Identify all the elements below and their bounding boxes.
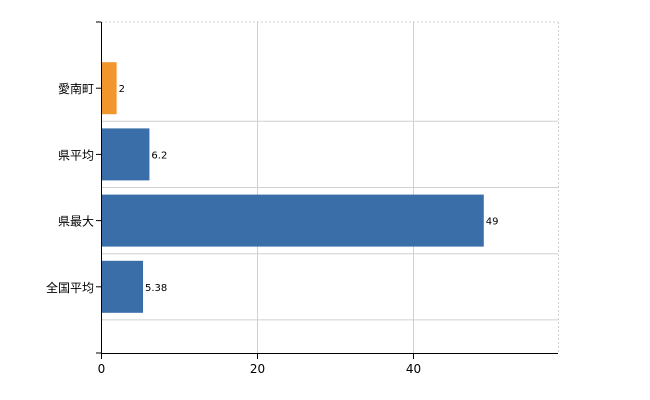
x-tick-label: 40 xyxy=(406,362,421,376)
bar xyxy=(101,260,144,313)
grid xyxy=(101,21,559,353)
data-labels: 2 6.2 49 5.38 xyxy=(119,84,499,294)
data-label: 5.38 xyxy=(145,283,167,294)
data-label: 6.2 xyxy=(151,150,167,161)
x-tick-label: 0 xyxy=(98,362,106,376)
category-label: 愛南町 xyxy=(58,81,94,96)
category-label: 県最大 xyxy=(58,215,94,229)
category-label: 県平均 xyxy=(58,148,94,162)
bar xyxy=(101,194,484,247)
category-label: 全国平均 xyxy=(46,280,94,295)
bar xyxy=(101,62,117,115)
data-label: 2 xyxy=(119,84,125,95)
bar xyxy=(101,128,150,181)
x-tick-label: 20 xyxy=(250,362,265,376)
bars xyxy=(101,62,484,313)
data-label: 49 xyxy=(486,217,499,228)
